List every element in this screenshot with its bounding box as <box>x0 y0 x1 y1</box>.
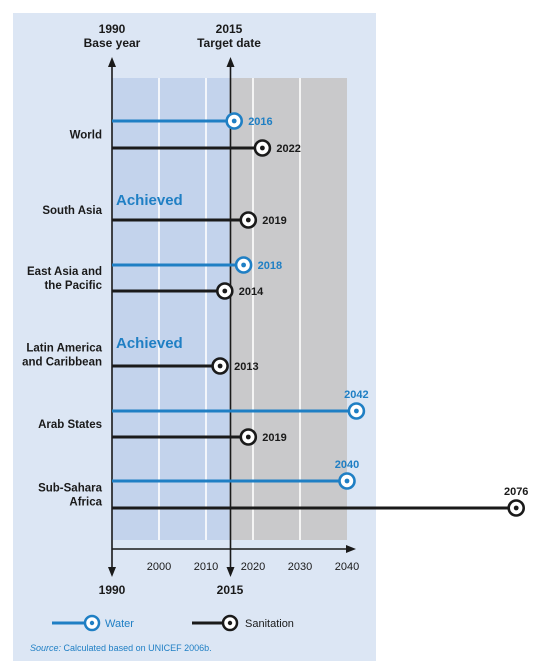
water-achieved-latin-america-and-caribbean: Achieved <box>116 335 183 352</box>
sanitation-value-sub-sahara-africa: 2076 <box>504 486 528 498</box>
region-label-world-line-1: World <box>70 130 102 142</box>
base-year-label: Base year <box>84 36 141 50</box>
sanitation-latin-america-and-caribbean-marker-dot <box>217 363 223 369</box>
target-date-header: 2015 <box>216 22 243 36</box>
region-label-sub-sahara-africa-line-2: Africa <box>69 497 102 509</box>
water-value-sub-sahara-africa: 2040 <box>335 459 359 471</box>
legend: Water Sanitation <box>52 614 294 632</box>
region-row-latin-america-and-caribbean: Latin America and Caribbean Achieved 2013 <box>22 335 259 375</box>
water-east-asia-and-the-pacific-marker-dot <box>241 262 247 268</box>
x-axis-arrow <box>346 545 356 553</box>
legend-sanitation-marker-dot <box>227 620 233 626</box>
water-value-arab-states: 2042 <box>344 389 368 401</box>
region-label-latin-america-and-caribbean-line-2: and Caribbean <box>22 357 102 369</box>
axis-2015-arrow-down <box>226 567 235 577</box>
water-arab-states-marker-dot <box>354 408 359 414</box>
sanitation-arab-states-marker-dot <box>245 434 251 440</box>
sanitation-value-world: 2022 <box>276 143 300 155</box>
water-achieved-south-asia: Achieved <box>116 192 183 209</box>
x-axis-ticks: 2000 2010 2020 2030 2040 <box>147 561 359 573</box>
x-tick-label-2040: 2040 <box>335 561 359 573</box>
region-row-arab-states: Arab States 2042 2019 <box>38 389 369 446</box>
sanitation-east-asia-and-the-pacific-marker-dot <box>222 288 228 294</box>
water-value-world: 2016 <box>248 116 272 128</box>
source-note: Source: Calculated based on UNICEF 2006b… <box>30 643 212 653</box>
axis-1990-arrow-up <box>108 57 116 67</box>
plot-area-after-target <box>229 78 347 540</box>
sanitation-value-latin-america-and-caribbean: 2013 <box>234 361 258 373</box>
x-tick-label-2020: 2020 <box>241 561 265 573</box>
bottom-label-1990: 1990 <box>99 583 126 597</box>
bottom-label-2015: 2015 <box>217 583 244 597</box>
region-label-east-asia-and-the-pacific-line-1: East Asia and <box>27 266 102 278</box>
axis-2015-arrow-up <box>226 57 235 67</box>
legend-water-marker-dot <box>89 620 95 626</box>
x-tick-label-2010: 2010 <box>194 561 218 573</box>
region-label-south-asia-line-1: South Asia <box>42 205 102 217</box>
region-row-south-asia: South Asia Achieved 2019 <box>42 192 287 229</box>
plot-area-before-target <box>112 78 230 540</box>
sanitation-south-asia-marker-dot <box>245 217 251 223</box>
region-row-east-asia-and-the-pacific: East Asia and the Pacific 2018 2014 <box>27 256 282 300</box>
axis-1990-arrow-down <box>108 567 116 577</box>
sanitation-value-arab-states: 2019 <box>262 432 286 444</box>
region-label-latin-america-and-caribbean-line-1: Latin America <box>26 343 102 355</box>
x-tick-label-2030: 2030 <box>288 561 312 573</box>
x-tick-label-2000: 2000 <box>147 561 171 573</box>
sanitation-sub-sahara-africa-marker-dot <box>513 505 519 511</box>
water-sub-sahara-africa-marker-dot <box>344 478 350 484</box>
sanitation-world-marker-dot <box>260 145 265 151</box>
water-value-east-asia-and-the-pacific: 2018 <box>258 260 282 272</box>
gridlines <box>158 78 301 540</box>
axes <box>108 57 356 577</box>
target-date-label: Target date <box>197 36 261 50</box>
region-row-world: World 2016 2022 <box>70 112 301 157</box>
base-year-header: 1990 <box>99 22 126 36</box>
region-label-east-asia-and-the-pacific-line-2: the Pacific <box>44 280 102 292</box>
sanitation-value-south-asia: 2019 <box>262 215 286 227</box>
water-world-marker-dot <box>231 118 237 124</box>
sanitation-value-east-asia-and-the-pacific: 2014 <box>239 286 264 298</box>
region-label-arab-states-line-1: Arab States <box>38 419 102 431</box>
region-rows: World 2016 2022 South Asia Achieved 2019 East … <box>22 112 528 517</box>
region-row-sub-sahara-africa: Sub-Sahara Africa 2040 2076 <box>38 459 528 517</box>
region-label-sub-sahara-africa-line-1: Sub-Sahara <box>38 483 103 495</box>
legend-water-label: Water <box>105 618 134 630</box>
legend-sanitation-label: Sanitation <box>245 618 294 630</box>
